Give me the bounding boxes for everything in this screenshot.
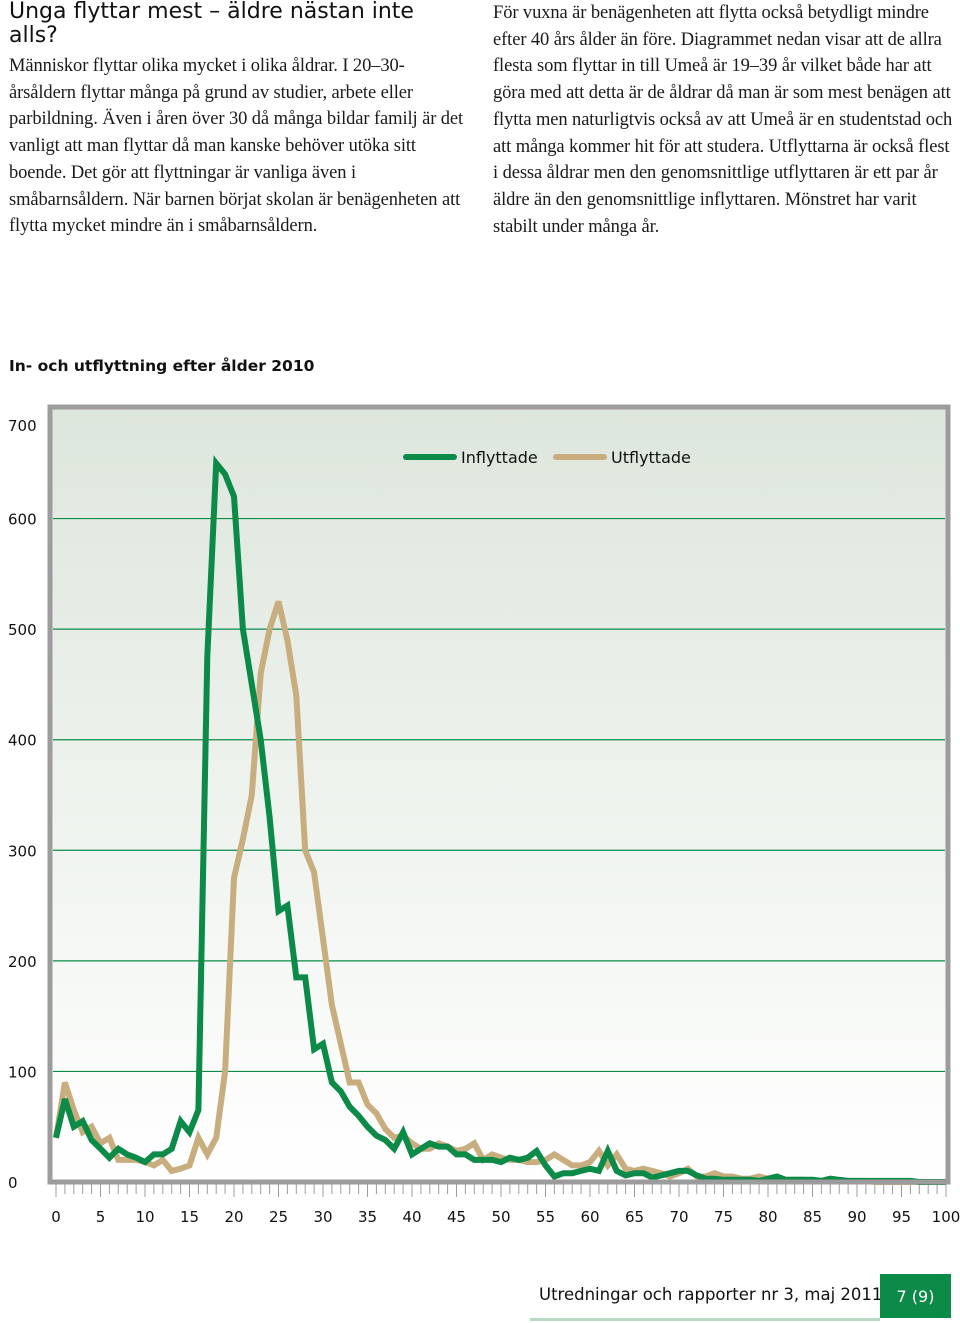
publication-footer: Utredningar och rapporter nr 3, maj 2011 — [539, 1285, 883, 1304]
x-tick-label-25: 25 — [269, 1208, 288, 1226]
x-tick-label-20: 20 — [224, 1208, 243, 1226]
migration-line-chart: 0 100 200 300 400 500 600 700 0 5 10 15 20 25 30 35 40 4… — [8, 404, 960, 1226]
legend-label-inflyttade: Inflyttade — [461, 448, 538, 467]
page-heading: Unga flyttar mest – äldre nästan inte al… — [9, 0, 414, 48]
x-tick-label-60: 60 — [580, 1208, 599, 1226]
x-tick-label-40: 40 — [402, 1208, 421, 1226]
x-tick-label-80: 80 — [758, 1208, 777, 1226]
x-tick-label-65: 65 — [625, 1208, 644, 1226]
x-tick-label-0: 0 — [51, 1208, 61, 1226]
footer-divider — [530, 1318, 880, 1321]
chart-title: In- och utflyttning efter ålder 2010 — [9, 357, 315, 375]
x-tick-label-70: 70 — [669, 1208, 688, 1226]
y-tick-label-300: 300 — [8, 842, 37, 860]
x-tick-label-85: 85 — [803, 1208, 822, 1226]
y-tick-label-100: 100 — [8, 1063, 37, 1081]
legend-label-utflyttade: Utflyttade — [611, 448, 691, 467]
page-number-badge: 7 (9) — [880, 1274, 951, 1318]
x-tick-label-45: 45 — [447, 1208, 466, 1226]
y-tick-label-500: 500 — [8, 621, 37, 639]
x-tick-label-50: 50 — [491, 1208, 510, 1226]
x-tick-label-75: 75 — [714, 1208, 733, 1226]
plot-area — [50, 407, 948, 1182]
x-tick-label-5: 5 — [96, 1208, 106, 1226]
x-tick-label-15: 15 — [180, 1208, 199, 1226]
x-tick-label-100: 100 — [932, 1208, 960, 1226]
text-column-right: För vuxna är benägenheten att flytta ock… — [493, 0, 955, 240]
y-tick-label-400: 400 — [8, 732, 37, 750]
x-tick-label-95: 95 — [892, 1208, 911, 1226]
y-tick-label-0: 0 — [8, 1174, 18, 1192]
right-paragraph: För vuxna är benägenheten att flytta ock… — [493, 3, 953, 237]
text-column-left: Människor flyttar olika mycket i olika å… — [9, 53, 464, 240]
x-tick-label-90: 90 — [847, 1208, 866, 1226]
x-tick-label-55: 55 — [536, 1208, 555, 1226]
x-tick-label-35: 35 — [358, 1208, 377, 1226]
y-tick-label-700: 700 — [8, 417, 37, 435]
y-tick-label-600: 600 — [8, 511, 37, 529]
x-tick-label-30: 30 — [313, 1208, 332, 1226]
x-tick-label-10: 10 — [135, 1208, 154, 1226]
y-tick-label-200: 200 — [8, 953, 37, 971]
left-paragraph: Människor flyttar olika mycket i olika å… — [9, 56, 464, 237]
